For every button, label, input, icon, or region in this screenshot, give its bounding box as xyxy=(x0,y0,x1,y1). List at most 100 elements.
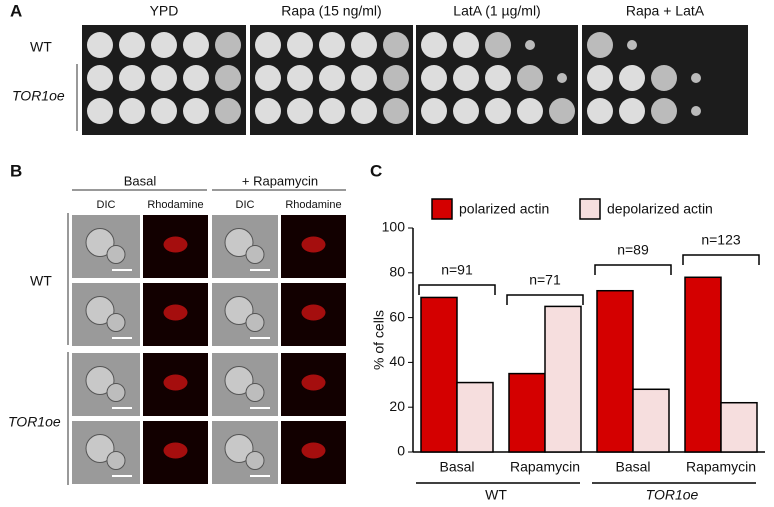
treatment-header: Basal xyxy=(124,173,157,188)
x-tick-label: Rapamycin xyxy=(686,459,756,475)
colony-spot xyxy=(119,65,145,91)
group-label: WT xyxy=(485,487,507,503)
colony-spot xyxy=(587,98,613,124)
colony-spot xyxy=(215,65,241,91)
colony-spot xyxy=(183,98,209,124)
colony-spot xyxy=(255,98,281,124)
y-tick-label: 100 xyxy=(382,219,406,235)
channel-header: DIC xyxy=(236,199,255,211)
cell xyxy=(245,245,265,264)
group-label: TOR1oe xyxy=(646,487,699,503)
colony-spot xyxy=(651,98,677,124)
colony-spot xyxy=(287,98,313,124)
cell xyxy=(224,228,254,257)
row-label: WT xyxy=(30,273,52,289)
colony-spot xyxy=(119,32,145,58)
cell xyxy=(85,434,115,463)
colony-spot xyxy=(383,98,409,124)
y-axis-label: % of cells xyxy=(371,310,387,370)
colony-spot xyxy=(517,65,543,91)
colony-spot xyxy=(619,98,645,124)
cell xyxy=(245,383,265,402)
colony-spot xyxy=(549,98,575,124)
y-tick-label: 20 xyxy=(389,398,405,414)
colony-spot xyxy=(87,98,113,124)
legend-label: depolarized actin xyxy=(607,201,713,217)
channel-header: Rhodamine xyxy=(285,199,341,211)
cell xyxy=(85,228,115,257)
x-tick-label: Basal xyxy=(439,459,474,475)
x-tick-label: Basal xyxy=(615,459,650,475)
colony-spot xyxy=(287,65,313,91)
colony-spot xyxy=(351,65,377,91)
colony-spot xyxy=(151,32,177,58)
bar xyxy=(420,296,458,453)
cell xyxy=(85,296,115,325)
column-header: LatA (1 µg/ml) xyxy=(453,3,540,19)
colony-spot xyxy=(215,98,241,124)
legend-swatch xyxy=(579,198,601,220)
colony-spot xyxy=(255,32,281,58)
bar xyxy=(684,276,722,453)
panel-label: B xyxy=(10,161,22,180)
colony-spot xyxy=(351,32,377,58)
colony-spot xyxy=(183,32,209,58)
colony-spot xyxy=(651,65,677,91)
colony-spot xyxy=(319,65,345,91)
cell xyxy=(106,245,126,264)
cell xyxy=(224,434,254,463)
colony-spot xyxy=(691,106,701,116)
colony-spot xyxy=(691,73,701,83)
actin-signal xyxy=(301,304,326,321)
column-header: YPD xyxy=(150,3,179,19)
annotation: n=71 xyxy=(529,272,561,288)
actin-signal xyxy=(301,442,326,459)
colony-spot xyxy=(215,32,241,58)
cell xyxy=(245,313,265,332)
y-tick-label: 60 xyxy=(389,308,405,324)
colony-spot xyxy=(319,32,345,58)
colony-spot xyxy=(255,65,281,91)
colony-spot xyxy=(619,65,645,91)
actin-signal xyxy=(163,374,188,391)
treatment-header: + Rapamycin xyxy=(242,173,318,188)
annotation: n=123 xyxy=(701,232,741,248)
cell xyxy=(106,313,126,332)
annotation: n=91 xyxy=(441,262,473,278)
colony-spot xyxy=(587,65,613,91)
actin-signal xyxy=(163,236,188,253)
cell xyxy=(106,451,126,470)
panel-label: C xyxy=(370,161,382,180)
actin-signal xyxy=(163,304,188,321)
channel-header: Rhodamine xyxy=(147,199,203,211)
colony-spot xyxy=(485,32,511,58)
colony-spot xyxy=(453,98,479,124)
x-tick-label: Rapamycin xyxy=(510,459,580,475)
y-tick-label: 40 xyxy=(389,353,405,369)
bracket xyxy=(594,264,672,275)
cell xyxy=(106,383,126,402)
colony-spot xyxy=(119,98,145,124)
colony-spot xyxy=(587,32,613,58)
colony-spot xyxy=(87,32,113,58)
colony-spot xyxy=(383,65,409,91)
bar xyxy=(720,401,758,453)
colony-spot xyxy=(453,65,479,91)
bracket xyxy=(418,284,496,295)
column-header: Rapa (15 ng/ml) xyxy=(281,3,381,19)
actin-signal xyxy=(163,442,188,459)
legend-swatch xyxy=(431,198,453,220)
bracket xyxy=(682,254,760,265)
cell xyxy=(245,451,265,470)
colony-spot xyxy=(351,98,377,124)
colony-spot xyxy=(151,65,177,91)
row-label: TOR1oe xyxy=(12,88,65,104)
colony-spot xyxy=(383,32,409,58)
colony-spot xyxy=(421,65,447,91)
colony-spot xyxy=(319,98,345,124)
row-label: WT xyxy=(30,39,52,55)
cell xyxy=(85,366,115,395)
cell xyxy=(224,366,254,395)
bar xyxy=(508,372,546,453)
